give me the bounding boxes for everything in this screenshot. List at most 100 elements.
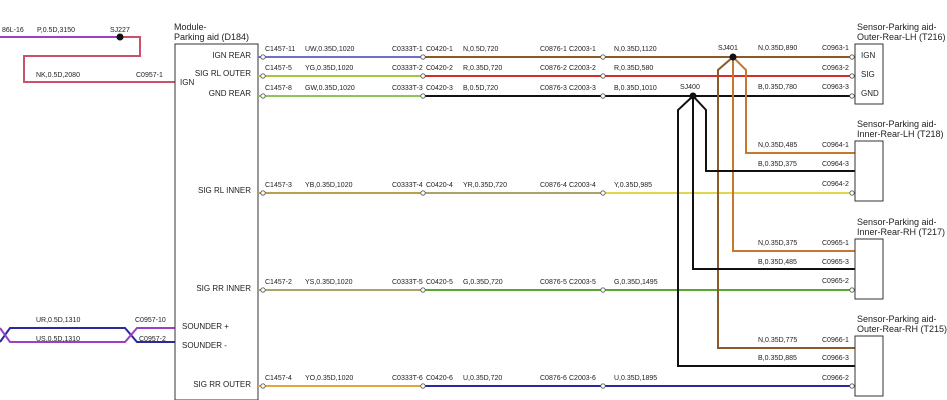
sensor-4-title-line1: Sensor-Parking aid- <box>857 314 937 324</box>
circuit-4: C1457-3 YB,0.35D,1020 C0333T-4 C0420-4 YR,0.… <box>258 182 855 196</box>
sensor-3-title-line2: Inner-Rear-RH (T217) <box>857 227 945 237</box>
left-ignition-feed: 86L-16 P,0.5D,3150 SJ227 NK,0.5D,2080 C0… <box>0 27 175 83</box>
sensor-inner-rear-rh: Sensor-Parking aid- Inner-Rear-RH (T217) <box>854 217 945 300</box>
sensor-1-wire-3-conn: C0963-3 <box>822 84 849 91</box>
module-title-line2: Parking aid (D184) <box>174 32 249 42</box>
top-wire-label: P,0.5D,3150 <box>37 27 75 34</box>
sensor-1-wire-1-label: N,0.35D,890 <box>758 45 797 52</box>
circuit-4-connector-mark-3 <box>600 190 606 196</box>
circuit-2-connector-mark-2 <box>420 73 426 79</box>
circuit-6-connector-mark-1 <box>260 383 266 389</box>
sensor-4-wire-1-label: N,0.35D,775 <box>758 337 797 344</box>
circuit-2-connector-inline-1-label: C0333T-2 <box>392 65 423 72</box>
sensor-2-wire-1-conn: C0964-1 <box>822 142 849 149</box>
circuit-2-connector-mark-4 <box>849 73 855 79</box>
sensor-outer-rear-lh: Sensor-Parking aid- Outer-Rear-LH (T216)… <box>854 22 946 105</box>
circuit-4-connector-module-label: C1457-3 <box>265 182 292 189</box>
sensor-2-wire-2-label: B,0.35D,375 <box>758 161 797 168</box>
sensor-inner-rear-lh: Sensor-Parking aid- Inner-Rear-LH (T218) <box>854 119 944 202</box>
left-sounder-wires: UR,0.5D,1310 C0957-10 US,0.5D,1310 C0957… <box>0 317 175 343</box>
circuit-5-connector-mark-2 <box>420 287 426 293</box>
circuit-4-wire-3-label: Y,0.35D,985 <box>614 182 652 189</box>
circuit-6-connector-inline-1-label: C0333T-6 <box>392 375 423 382</box>
circuit-5: C1457-2 YS,0.35D,1020 C0333T-5 C0420-5 G,0.3… <box>258 279 855 293</box>
circuit-3-connector-inline-2-label: C0420-3 <box>426 85 453 92</box>
circuit-2-connector-module-label: C1457-5 <box>265 65 292 72</box>
wire-sounder-plus <box>0 327 175 343</box>
circuit-5-wire-1-label: YS,0.35D,1020 <box>305 279 353 286</box>
circuit-1-connector-mark-3 <box>600 54 606 60</box>
circuit-3-wire-1-label: GW,0.35D,1020 <box>305 85 355 92</box>
splice-sj227-label: SJ227 <box>110 27 130 34</box>
module-pin-ign: IGN <box>180 78 194 87</box>
ign-wire-label: NK,0.5D,2080 <box>36 72 80 79</box>
circuit-2-wire-2-label: R,0.35D,720 <box>463 65 502 72</box>
wire-sounder-minus <box>0 327 175 343</box>
circuit-3-wire-3-label: B,0.35D,1010 <box>614 85 657 92</box>
circuit-3-connector-inline-4-label: C2003-3 <box>569 85 596 92</box>
sensor-4-box <box>854 335 884 397</box>
sensor-1-pin-sig: SIG <box>861 70 875 79</box>
sounder-connector-2-label: C0957-2 <box>139 336 166 343</box>
splice-branches: SJ401 SJ400 <box>677 45 855 367</box>
sensor-1-title-line2: Outer-Rear-LH (T216) <box>857 32 946 42</box>
sensor-3-title-line1: Sensor-Parking aid- <box>857 217 937 227</box>
sensor-4-wire-1-conn: C0966-1 <box>822 337 849 344</box>
wire-ign-pink <box>23 36 175 83</box>
sounder-wire-1-label: UR,0.5D,1310 <box>36 317 80 324</box>
sensor-2-wire-1-label: N,0.35D,485 <box>758 142 797 149</box>
circuit-4-connector-mark-2 <box>420 190 426 196</box>
top-ref-label: 86L-16 <box>2 27 24 34</box>
circuit-5-connector-inline-4-label: C2003-5 <box>569 279 596 286</box>
sensor-1-pin-gnd: GND <box>861 89 879 98</box>
sensor-wire-labels: N,0.35D,890 C0963-1 C0963-2 B,0.35D,780 … <box>758 45 849 382</box>
circuit-5-connector-inline-2-label: C0420-5 <box>426 279 453 286</box>
module-pin-sounder-plus: SOUNDER + <box>182 322 229 331</box>
circuit-6-connector-inline-4-label: C2003-6 <box>569 375 596 382</box>
sensor-2-title-line1: Sensor-Parking aid- <box>857 119 937 129</box>
sensor-3-wire-3-conn: C0965-2 <box>822 278 849 285</box>
circuit-5-wire-3-label: G,0.35D,1495 <box>614 279 658 286</box>
sensor-1-pin-ign: IGN <box>861 51 875 60</box>
splice-sj400 <box>689 92 697 100</box>
circuit-1-connector-module-label: C1457-11 <box>265 46 295 53</box>
module-title-line1: Module- <box>174 22 207 32</box>
module-pin-gnd-rear: GND REAR <box>209 89 251 98</box>
circuit-1-connector-mark-4 <box>849 54 855 60</box>
circuit-5-connector-inline-3-label: C0876-5 <box>540 279 567 286</box>
circuit-3-connector-mark-2 <box>420 93 426 99</box>
circuit-1-wire-1-label: UW,0.35D,1020 <box>305 46 355 53</box>
sensor-4-title-line2: Outer-Rear-RH (T215) <box>857 324 947 334</box>
sj401-branch-lh-inner <box>732 56 855 154</box>
circuit-6: C1457-4 YO,0.35D,1020 C0333T-6 C0420-6 U,0.3… <box>258 375 855 389</box>
circuit-5-connector-mark-1 <box>260 287 266 293</box>
circuit-1-connector-mark-1 <box>260 54 266 60</box>
sensor-2-title-line2: Inner-Rear-LH (T218) <box>857 129 944 139</box>
module-box <box>174 43 259 400</box>
circuit-6-connector-inline-2-label: C0420-6 <box>426 375 453 382</box>
sensor-3-wire-2-label: B,0.35D,485 <box>758 259 797 266</box>
sensor-3-wire-1-label: N,0.35D,375 <box>758 240 797 247</box>
module-pin-ign-rear: IGN REAR <box>212 51 251 60</box>
sensor-2-box <box>854 140 884 202</box>
module-pin-sig-rl-inner: SIG RL INNER <box>198 186 251 195</box>
sensor-1-box <box>854 43 884 105</box>
circuit-1: C1457-11 UW,0.35D,1020 C0333T-1 C0420-1 N,0.… <box>258 46 855 60</box>
circuit-2-connector-inline-3-label: C0876-2 <box>540 65 567 72</box>
circuit-6-connector-mark-4 <box>849 383 855 389</box>
sensor-4-wire-2-label: B,0.35D,885 <box>758 355 797 362</box>
circuit-2-connector-mark-3 <box>600 73 606 79</box>
circuit-4-connector-inline-1-label: C0333T-4 <box>392 182 423 189</box>
circuit-2-connector-inline-4-label: C2003-2 <box>569 65 596 72</box>
circuit-4-connector-inline-2-label: C0420-4 <box>426 182 453 189</box>
module-pin-sig-rr-outer: SIG RR OUTER <box>193 380 251 389</box>
circuit-1-wire-2-label: N,0.5D,720 <box>463 46 499 53</box>
circuit-6-wire-2-label: U,0.35D,720 <box>463 375 502 382</box>
sensor-4-wire-3-conn: C0966-2 <box>822 375 849 382</box>
circuit-4-wire-2-label: YR,0.35D,720 <box>463 182 507 189</box>
circuit-lines: C1457-11 UW,0.35D,1020 C0333T-1 C0420-1 N,0.… <box>258 46 855 389</box>
sensor-1-wire-2-conn: C0963-2 <box>822 65 849 72</box>
circuit-2-connector-mark-1 <box>260 73 266 79</box>
circuit-2: C1457-5 YG,0.35D,1020 C0333T-2 C0420-2 R,0.3… <box>258 65 855 79</box>
